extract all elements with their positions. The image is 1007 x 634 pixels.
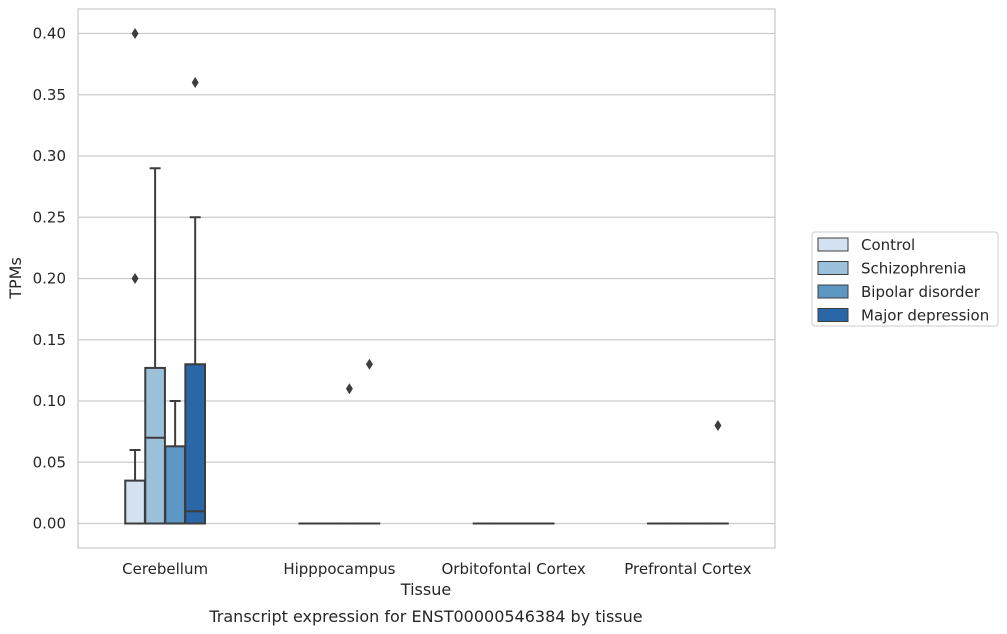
legend-label-0: Control: [861, 236, 915, 254]
box-schizophrenia-0: [144, 167, 166, 525]
y-tick-label-2: 0.10: [33, 392, 66, 410]
legend: Control Schizophrenia Bipolar disorder Majo…: [811, 231, 999, 327]
x-tick-label-0: Cerebellum: [122, 560, 208, 578]
y-axis-ticks: 0.00 0.05 0.10 0.15 0.20 0.25 0.30 0.35 0.40: [33, 25, 66, 533]
x-axis-label: Tissue: [400, 580, 451, 599]
box-bipolar-disorder-1: [338, 383, 361, 525]
box-body: [184, 363, 207, 525]
box-major-depression-0: [184, 77, 207, 525]
outlier-point-0: [191, 77, 199, 88]
outlier-point-0: [365, 358, 373, 370]
chart-caption: Transcript expression for ENST0000054638…: [208, 607, 642, 626]
y-tick-label-7: 0.35: [33, 86, 66, 104]
box-major-depression-3: [707, 420, 729, 525]
y-tick-label-1: 0.05: [33, 453, 66, 471]
x-axis-ticks: Cerebellum Hipppocampus Orbitofontal Corte…: [122, 560, 751, 578]
box-body: [164, 445, 186, 525]
y-tick-label-6: 0.30: [33, 147, 66, 165]
legend-swatch-2: [817, 284, 849, 299]
y-tick-label-8: 0.40: [33, 25, 66, 43]
box-major-depression-1: [358, 358, 381, 525]
y-tick-label-5: 0.25: [33, 208, 66, 226]
x-tick-label-3: Prefrontal Cortex: [624, 560, 751, 578]
plot-area-frame: [77, 8, 776, 549]
x-tick-label-1: Hipppocampus: [283, 560, 395, 578]
outlier-point-0: [714, 420, 722, 431]
box-body: [124, 479, 146, 525]
legend-label-2: Bipolar disorder: [861, 283, 981, 301]
outlier-point-0: [131, 273, 139, 284]
y-tick-label-4: 0.20: [33, 270, 66, 288]
outlier-point-1: [131, 28, 139, 39]
legend-label-3: Major depression: [861, 307, 989, 325]
legend-swatch-3: [817, 308, 849, 322]
box-bipolar-disorder-0: [164, 400, 186, 525]
y-tick-label-3: 0.15: [33, 331, 66, 349]
legend-swatch-0: [817, 237, 849, 252]
legend-swatch-1: [817, 261, 849, 275]
y-tick-label-0: 0.00: [33, 515, 66, 533]
x-tick-label-2: Orbitofontal Cortex: [442, 560, 586, 578]
box-plot-series: [124, 28, 729, 525]
box-control-0: [124, 28, 146, 525]
outlier-point-0: [345, 383, 353, 395]
box-body: [144, 366, 166, 525]
legend-frame: [811, 231, 999, 327]
legend-label-1: Schizophrenia: [861, 260, 966, 278]
y-axis-label: TPMs: [6, 257, 25, 300]
